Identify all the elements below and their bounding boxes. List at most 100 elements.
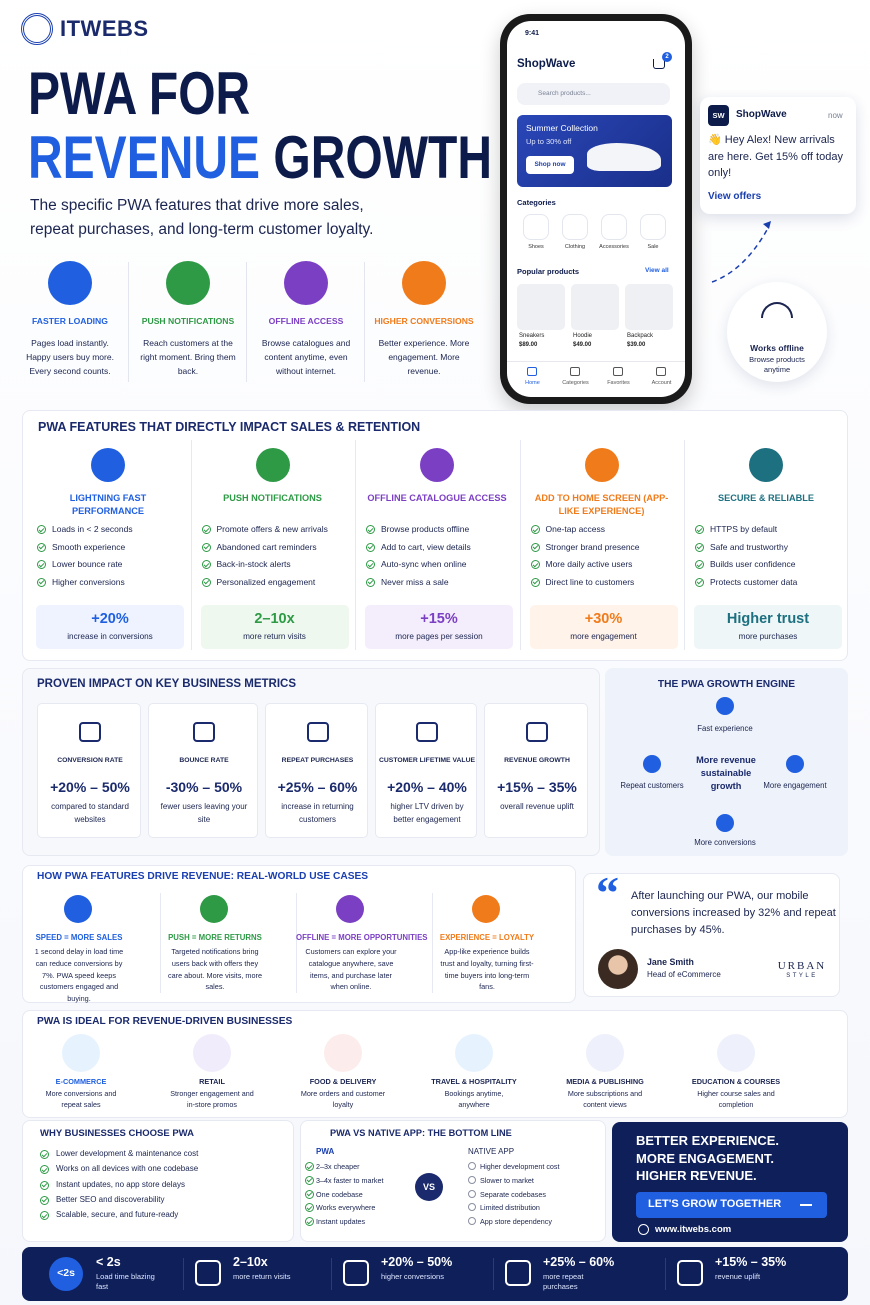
title-line-2: REVENUE GROWTH bbox=[28, 124, 492, 192]
nav-label[interactable]: Account bbox=[651, 380, 672, 386]
usecase-icon bbox=[200, 895, 228, 923]
engine-icon bbox=[643, 755, 661, 773]
banner-title: Summer Collection bbox=[526, 123, 598, 133]
bullet: Personalized engagement bbox=[216, 576, 316, 587]
check-icon bbox=[37, 560, 46, 569]
pwa-item: 3–4x faster to market bbox=[316, 1175, 384, 1185]
check-icon bbox=[40, 1195, 49, 1205]
ideal-item-text: More conversions and repeat sales bbox=[45, 1089, 117, 1109]
notification-action[interactable]: View offers bbox=[708, 191, 762, 202]
feature-title: LIGHTNING FAST PERFORMANCE bbox=[69, 493, 147, 516]
usecases-panel bbox=[22, 865, 576, 1003]
nav-icon[interactable] bbox=[527, 367, 537, 376]
feature-icon bbox=[91, 448, 125, 482]
nav-label[interactable]: Categories bbox=[562, 380, 589, 386]
nav-label[interactable]: Favorites bbox=[607, 380, 630, 386]
company-logo-sub: STYLE bbox=[786, 973, 818, 979]
usecase-text: Customers can explore your catalogue any… bbox=[305, 947, 397, 992]
check-icon bbox=[366, 542, 375, 552]
divider bbox=[493, 1258, 494, 1290]
banner: Summer Collection Up to 30% off Shop now bbox=[517, 115, 672, 187]
feature-icon bbox=[166, 261, 210, 305]
metric-icon bbox=[79, 722, 101, 742]
category-icon[interactable] bbox=[640, 214, 666, 240]
ideal-icon bbox=[717, 1034, 755, 1072]
cart-icon bbox=[653, 59, 665, 69]
nav-label[interactable]: Home bbox=[525, 380, 540, 386]
metrics-title: PROVEN IMPACT ON KEY BUSINESS METRICS bbox=[37, 678, 296, 690]
footer-icon bbox=[195, 1260, 221, 1286]
category-label: Accessories bbox=[599, 244, 629, 250]
feature-text: Browse catalogues and content anytime, e… bbox=[261, 338, 351, 376]
stat-value: 2–10x bbox=[254, 611, 295, 627]
ideal-item-title: RETAIL bbox=[199, 1077, 225, 1086]
vs-text: VS bbox=[422, 1182, 435, 1192]
category-icon[interactable] bbox=[523, 214, 549, 240]
nav-bar bbox=[507, 361, 685, 362]
bullet: Direct line to customers bbox=[545, 576, 635, 587]
quote-mark: “ bbox=[596, 867, 619, 918]
feature-title: FASTER LOADING bbox=[32, 316, 108, 326]
why-title: WHY BUSINESSES CHOOSE PWA bbox=[40, 1128, 194, 1139]
product-image[interactable] bbox=[571, 284, 619, 330]
footer-bar bbox=[22, 1247, 848, 1301]
bullet: Loads in < 2 seconds bbox=[52, 524, 133, 534]
nav-icon[interactable] bbox=[613, 367, 623, 376]
native-label: NATIVE APP bbox=[468, 1147, 515, 1156]
search-bar[interactable]: Search products... bbox=[517, 83, 670, 105]
engine-center: More revenue sustainable growth bbox=[696, 755, 756, 791]
check-icon bbox=[305, 1175, 314, 1185]
footer-small: Load time blazing fast bbox=[96, 1272, 155, 1291]
category-icon[interactable] bbox=[601, 214, 627, 240]
stat-value: +15% bbox=[420, 611, 458, 627]
vs-badge bbox=[415, 1173, 443, 1201]
product-image[interactable] bbox=[517, 284, 565, 330]
metric-desc: overall revenue uplift bbox=[500, 802, 574, 811]
divider bbox=[183, 1258, 184, 1290]
why-panel bbox=[22, 1120, 294, 1242]
notification-icon: SW bbox=[708, 105, 729, 126]
cta-button[interactable]: LET'S GROW TOGETHER bbox=[636, 1192, 827, 1218]
engine-node: More conversions bbox=[685, 838, 765, 848]
category-icon[interactable] bbox=[562, 214, 588, 240]
feature-title: HIGHER CONVERSIONS bbox=[374, 316, 474, 326]
ideal-item-title: TRAVEL & HOSPITALITY bbox=[431, 1077, 517, 1086]
check-icon bbox=[40, 1165, 49, 1175]
divider bbox=[296, 893, 297, 993]
ideal-icon bbox=[455, 1034, 493, 1072]
metric-value: +20% – 50% bbox=[50, 779, 130, 795]
stat-label: more purchases bbox=[738, 632, 798, 641]
check-icon bbox=[695, 525, 704, 534]
usecase-text: 1 second delay in load time can reduce c… bbox=[34, 947, 124, 1004]
feature-title: ADD TO HOME SCREEN (APP-LIKE EXPERIENCE) bbox=[534, 493, 669, 516]
usecase-text: Targeted notifications bring users back … bbox=[167, 947, 263, 992]
metric-card: CUSTOMER LIFETIME VALUE +20% – 40% higher … bbox=[375, 703, 477, 838]
offline-text: Browse products anytime bbox=[749, 355, 805, 374]
product-image[interactable] bbox=[625, 284, 673, 330]
cta-url[interactable]: www.itwebs.com bbox=[655, 1224, 732, 1235]
feature-icon bbox=[749, 448, 783, 482]
footer-icon bbox=[343, 1260, 369, 1286]
metric-label: REPEAT PURCHASES bbox=[281, 757, 354, 764]
check-icon bbox=[40, 1180, 49, 1190]
check-icon bbox=[305, 1217, 314, 1227]
ideal-item-title: E-COMMERCE bbox=[55, 1077, 107, 1086]
person-name: Jane Smith bbox=[647, 957, 694, 967]
engine-icon bbox=[786, 755, 804, 773]
cta-headline: MORE ENGAGEMENT. bbox=[636, 1150, 774, 1166]
metric-label: CUSTOMER LIFETIME VALUE bbox=[378, 757, 476, 764]
nav-icon[interactable] bbox=[570, 367, 580, 376]
notification-app: ShopWave bbox=[736, 109, 787, 120]
feature-icon bbox=[255, 448, 290, 482]
comparison-title: PWA VS NATIVE APP: THE BOTTOM LINE bbox=[330, 1128, 512, 1138]
bullet: Auto-sync when online bbox=[381, 559, 467, 569]
feature-text: Reach customers at the right moment. Bri… bbox=[140, 338, 236, 376]
wifi-off-icon bbox=[761, 302, 793, 318]
ideal-item-text: Bookings anytime, anywhere bbox=[444, 1089, 504, 1109]
check-icon bbox=[695, 542, 704, 552]
feature-text: Better experience. More engagement. More… bbox=[378, 338, 470, 376]
nav-icon[interactable] bbox=[656, 367, 666, 376]
banner-button[interactable]: Shop now bbox=[526, 156, 574, 174]
view-all[interactable]: View all bbox=[645, 267, 669, 274]
pwa-label: PWA bbox=[316, 1147, 335, 1156]
